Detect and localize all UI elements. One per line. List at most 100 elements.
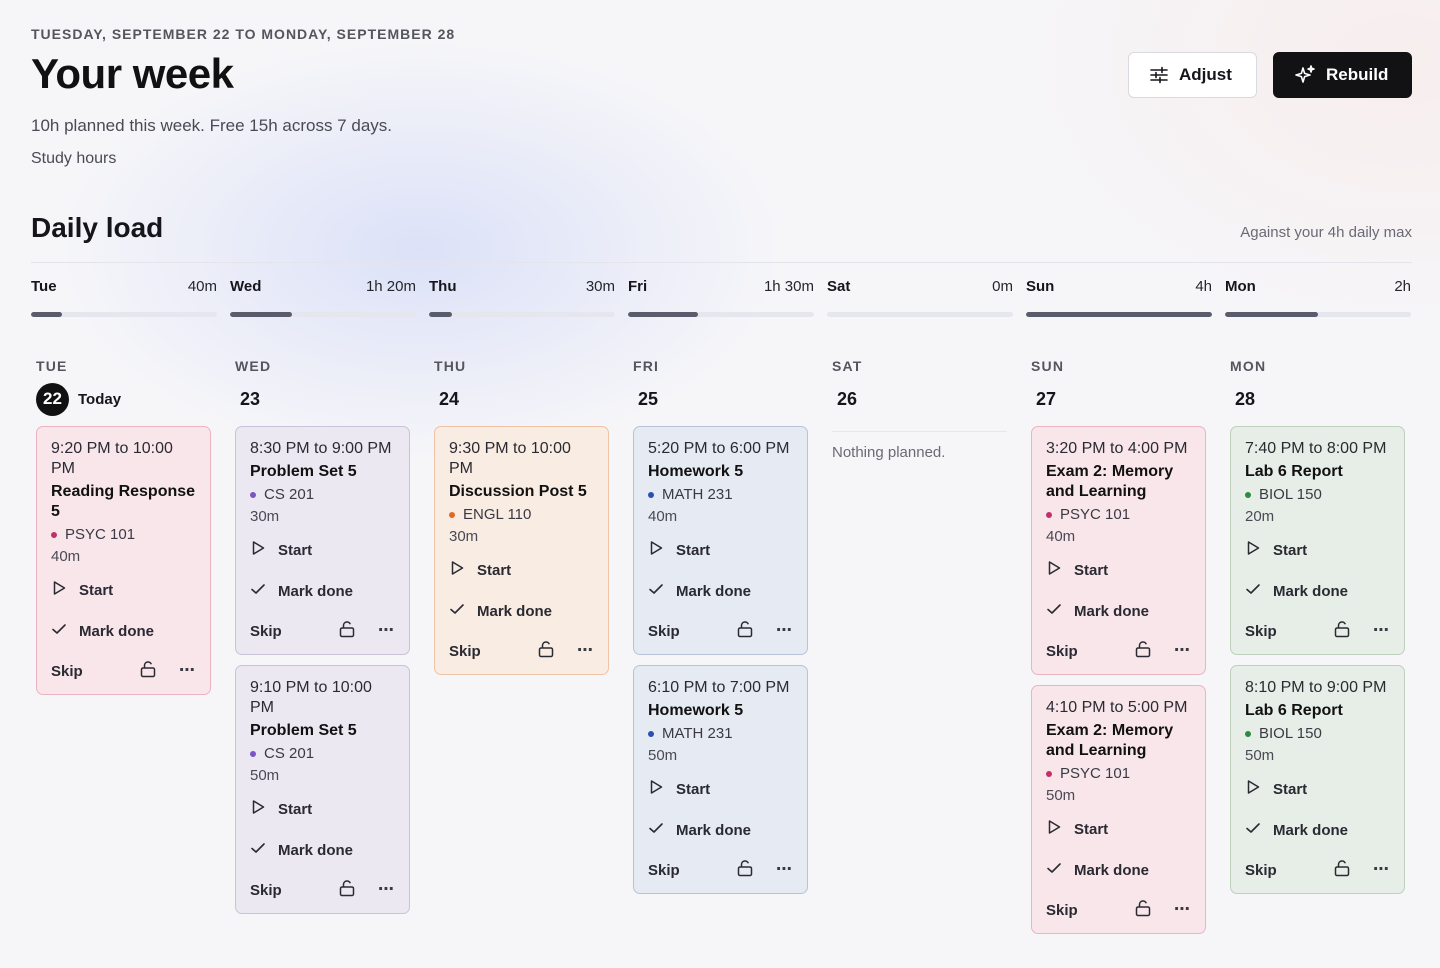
- date-row: 25: [633, 382, 808, 416]
- load-bar-fri: Fri 1h 30m: [628, 278, 814, 317]
- mark-done-label: Mark done: [278, 582, 354, 600]
- unlock-icon[interactable]: [1134, 640, 1152, 663]
- session-time: 9:10 PM to 10:00 PM: [250, 679, 372, 716]
- start-button[interactable]: Start: [51, 580, 196, 600]
- today-label: Today: [78, 390, 122, 408]
- mark-done-button[interactable]: Mark done: [250, 581, 395, 601]
- more-icon[interactable]: ⋯: [577, 642, 594, 659]
- unlock-icon[interactable]: [1333, 620, 1351, 643]
- skip-button[interactable]: Skip: [648, 622, 680, 640]
- unlock-icon[interactable]: [736, 620, 754, 643]
- adjust-button[interactable]: Adjust: [1128, 52, 1257, 98]
- day-of-week: TUE: [36, 358, 68, 374]
- session-time: 7:40 PM to 8:00 PM: [1245, 440, 1387, 457]
- check-icon: [51, 621, 67, 641]
- mark-done-button[interactable]: Mark done: [648, 581, 793, 601]
- start-button[interactable]: Start: [648, 540, 793, 560]
- unlock-icon[interactable]: [736, 859, 754, 882]
- skip-button[interactable]: Skip: [1046, 642, 1078, 660]
- start-button[interactable]: Start: [1046, 560, 1191, 580]
- mark-done-label: Mark done: [1273, 821, 1349, 839]
- date-row: 26: [832, 382, 1007, 416]
- load-track: [1026, 312, 1212, 317]
- mark-done-button[interactable]: Mark done: [1046, 601, 1191, 621]
- session-duration: 40m: [1046, 528, 1076, 545]
- check-icon: [648, 581, 664, 601]
- skip-button[interactable]: Skip: [449, 642, 481, 660]
- skip-button[interactable]: Skip: [51, 662, 83, 680]
- mark-done-button[interactable]: Mark done: [1046, 860, 1191, 880]
- course-code: MATH 231: [662, 725, 733, 742]
- start-button[interactable]: Start: [1245, 540, 1390, 560]
- unlock-icon[interactable]: [338, 879, 356, 902]
- daily-max-note: Against your 4h daily max: [1240, 224, 1412, 241]
- mark-done-button[interactable]: Mark done: [51, 621, 196, 641]
- more-icon[interactable]: ⋯: [378, 881, 395, 898]
- load-day-label: Tue: [31, 278, 57, 295]
- play-icon: [648, 540, 664, 560]
- day-column-sat: SAT 26 Nothing planned.: [832, 358, 1007, 934]
- play-icon: [1046, 560, 1062, 580]
- start-label: Start: [278, 800, 313, 818]
- session-title: Problem Set 5: [250, 722, 357, 739]
- skip-button[interactable]: Skip: [1245, 861, 1277, 879]
- start-button[interactable]: Start: [648, 779, 793, 799]
- more-icon[interactable]: ⋯: [179, 662, 196, 679]
- more-icon[interactable]: ⋯: [776, 861, 793, 878]
- card-footer-icons: ⋯: [1333, 859, 1390, 882]
- check-icon: [1046, 860, 1062, 880]
- session-time: 6:10 PM to 7:00 PM: [648, 679, 790, 696]
- course-code: MATH 231: [662, 486, 733, 503]
- day-column-mon: MON 28 7:40 PM to 8:00 PM Lab 6 Report BIOL …: [1230, 358, 1405, 934]
- mark-done-button[interactable]: Mark done: [648, 820, 793, 840]
- card-footer: Skip ⋯: [250, 879, 395, 901]
- session-card: 7:40 PM to 8:00 PM Lab 6 Report BIOL 150 20…: [1230, 426, 1405, 655]
- session-time: 8:10 PM to 9:00 PM: [1245, 679, 1387, 696]
- start-button[interactable]: Start: [1245, 779, 1390, 799]
- day-column-fri: FRI 25 5:20 PM to 6:00 PM Homework 5 MATH 23…: [633, 358, 808, 934]
- more-icon[interactable]: ⋯: [1373, 622, 1390, 639]
- week-columns: TUE 22 Today 9:20 PM to 10:00 PM Reading Res…: [36, 358, 1405, 934]
- unlock-icon[interactable]: [139, 660, 157, 683]
- mark-done-label: Mark done: [79, 622, 155, 640]
- load-day-value: 40m: [187, 278, 217, 295]
- start-button[interactable]: Start: [250, 540, 395, 560]
- more-icon[interactable]: ⋯: [1373, 861, 1390, 878]
- unlock-icon[interactable]: [1333, 859, 1351, 882]
- mark-done-button[interactable]: Mark done: [449, 601, 594, 621]
- course-tag: PSYC 101: [51, 525, 196, 545]
- skip-button[interactable]: Skip: [250, 622, 282, 640]
- more-icon[interactable]: ⋯: [1174, 901, 1191, 918]
- skip-button[interactable]: Skip: [648, 861, 680, 879]
- load-fill: [1225, 312, 1318, 317]
- more-icon[interactable]: ⋯: [1174, 642, 1191, 659]
- mark-done-button[interactable]: Mark done: [250, 840, 395, 860]
- session-card: 3:20 PM to 4:00 PM Exam 2: Memory and Lea…: [1031, 426, 1206, 675]
- start-label: Start: [477, 561, 512, 579]
- start-button[interactable]: Start: [449, 560, 594, 580]
- session-card: 4:10 PM to 5:00 PM Exam 2: Memory and Lea…: [1031, 685, 1206, 934]
- load-track: [429, 312, 615, 317]
- start-button[interactable]: Start: [250, 799, 395, 819]
- session-time: 9:30 PM to 10:00 PM: [449, 440, 571, 477]
- header-actions: Adjust Rebuild: [1128, 52, 1412, 98]
- load-day-label: Sun: [1026, 278, 1055, 295]
- unlock-icon[interactable]: [1134, 899, 1152, 922]
- start-button[interactable]: Start: [1046, 819, 1191, 839]
- skip-button[interactable]: Skip: [1046, 901, 1078, 919]
- mark-done-button[interactable]: Mark done: [1245, 820, 1390, 840]
- session-card: 5:20 PM to 6:00 PM Homework 5 MATH 231 40m S…: [633, 426, 808, 655]
- load-track: [230, 312, 416, 317]
- more-icon[interactable]: ⋯: [776, 622, 793, 639]
- session-title: Problem Set 5: [250, 463, 357, 480]
- more-icon[interactable]: ⋯: [378, 622, 395, 639]
- unlock-icon[interactable]: [338, 620, 356, 643]
- play-icon: [648, 779, 664, 799]
- mark-done-button[interactable]: Mark done: [1245, 581, 1390, 601]
- card-footer: Skip ⋯: [1245, 859, 1390, 881]
- skip-button[interactable]: Skip: [1245, 622, 1277, 640]
- rebuild-button[interactable]: Rebuild: [1273, 52, 1412, 98]
- session-title: Discussion Post 5: [449, 483, 587, 500]
- unlock-icon[interactable]: [537, 640, 555, 663]
- skip-button[interactable]: Skip: [250, 881, 282, 899]
